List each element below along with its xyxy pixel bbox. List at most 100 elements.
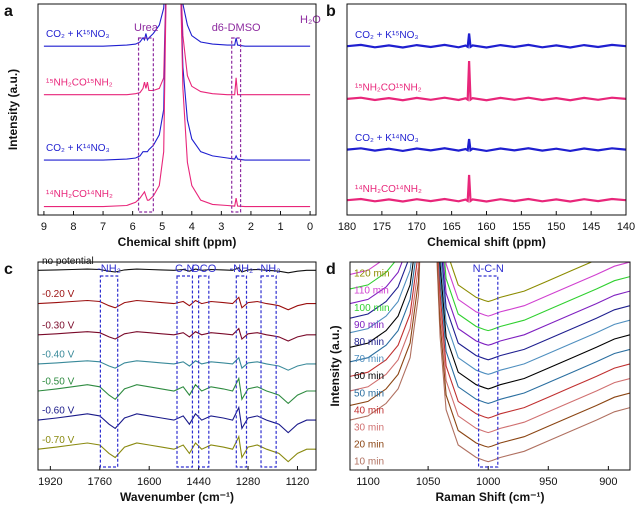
x-tick-label: 150 bbox=[547, 221, 565, 233]
trace-label: 60 min bbox=[354, 371, 384, 382]
x-tick-label: 1600 bbox=[137, 476, 161, 488]
trace-label: 90 min bbox=[354, 320, 384, 331]
trace-label: -0.50 V bbox=[42, 377, 75, 388]
trace bbox=[350, 262, 630, 419]
trace-label: ¹⁵NH₂CO¹⁵NH₂ bbox=[355, 83, 422, 94]
panel-label: a bbox=[4, 3, 13, 20]
x-tick-label: 145 bbox=[582, 221, 600, 233]
trace bbox=[350, 262, 630, 361]
trace bbox=[38, 327, 316, 342]
x-tick-label: 155 bbox=[512, 221, 530, 233]
trace bbox=[350, 262, 630, 317]
trace-label: ¹⁴NH₂CO¹⁴NH₂ bbox=[46, 189, 113, 200]
x-tick-label: 1000 bbox=[476, 476, 500, 488]
x-tick-label: 0 bbox=[307, 221, 313, 233]
trace bbox=[38, 267, 316, 274]
trace-label: 110 min bbox=[354, 286, 389, 297]
trace-label: -0.20 V bbox=[42, 289, 75, 300]
trace bbox=[350, 262, 630, 332]
highlight-box bbox=[235, 275, 248, 468]
trace-label: no potential bbox=[42, 256, 94, 267]
highlight-box bbox=[231, 37, 242, 213]
trace-label: CO₂ + K¹⁵NO₃ bbox=[355, 30, 419, 41]
trace bbox=[350, 262, 630, 434]
x-axis-title: Chemical shift (ppm) bbox=[118, 235, 237, 249]
x-tick-label: 1920 bbox=[38, 476, 62, 488]
highlight-label: d6-DMSO bbox=[212, 22, 261, 34]
trace-label: 120 min bbox=[354, 269, 390, 280]
trace bbox=[347, 174, 626, 203]
trace-label: ¹⁴NH₂CO¹⁴NH₂ bbox=[355, 184, 422, 195]
plot-frame bbox=[37, 261, 317, 471]
x-tick-label: 900 bbox=[599, 476, 617, 488]
x-tick-label: 165 bbox=[442, 221, 460, 233]
x-tick-label: 140 bbox=[617, 221, 635, 233]
x-tick-label: 7 bbox=[100, 221, 106, 233]
x-tick-label: 4 bbox=[189, 221, 195, 233]
trace bbox=[350, 262, 630, 346]
x-tick-label: 8 bbox=[70, 221, 76, 233]
panel-label: b bbox=[326, 3, 336, 20]
trace-label: -0.40 V bbox=[42, 350, 75, 361]
x-tick-label: 3 bbox=[218, 221, 224, 233]
x-tick-label: 170 bbox=[408, 221, 426, 233]
trace-label: CO₂ + K¹⁵NO₃ bbox=[46, 29, 110, 40]
x-tick-label: 9 bbox=[41, 221, 47, 233]
highlight-box bbox=[137, 37, 154, 213]
trace-label: 30 min bbox=[354, 422, 384, 433]
trace-label: 20 min bbox=[354, 440, 384, 451]
x-tick-label: 950 bbox=[539, 476, 557, 488]
highlight-box bbox=[260, 275, 277, 468]
highlight-label: -NH₂ bbox=[229, 263, 253, 275]
highlight-label: Urea bbox=[134, 22, 159, 34]
highlight-box bbox=[176, 275, 194, 468]
x-tick-label: 1440 bbox=[186, 476, 210, 488]
panel-label: d bbox=[326, 261, 336, 278]
x-tick-label: 175 bbox=[373, 221, 391, 233]
trace bbox=[350, 262, 630, 390]
plot-frame bbox=[349, 261, 631, 471]
trace bbox=[43, 4, 311, 161]
trace-label: 50 min bbox=[354, 388, 384, 399]
trace-label: 40 min bbox=[354, 405, 384, 416]
trace-label: 70 min bbox=[354, 354, 384, 365]
plot-frame bbox=[37, 3, 317, 216]
highlight-label: N-C-N bbox=[473, 263, 504, 275]
trace-label: -0.70 V bbox=[42, 435, 75, 446]
trace-label: 100 min bbox=[354, 303, 390, 314]
trace bbox=[347, 33, 626, 49]
x-tick-label: 1120 bbox=[286, 476, 310, 488]
highlight-box bbox=[477, 275, 499, 468]
x-tick-label: 2 bbox=[248, 221, 254, 233]
trace-label: 80 min bbox=[354, 337, 384, 348]
trace bbox=[350, 262, 630, 448]
trace-label: -0.30 V bbox=[42, 320, 75, 331]
plot-frame bbox=[346, 3, 627, 216]
trace bbox=[350, 262, 630, 404]
trace bbox=[449, 262, 593, 303]
x-tick-label: 1050 bbox=[416, 476, 440, 488]
x-tick-label: 5 bbox=[159, 221, 165, 233]
highlight-label: -NH₂ bbox=[257, 263, 281, 275]
trace bbox=[350, 262, 630, 375]
trace bbox=[350, 262, 630, 463]
trace-label: ¹⁵NH₂CO¹⁵NH₂ bbox=[46, 77, 113, 88]
trace-label: 10 min bbox=[354, 457, 384, 468]
x-tick-label: 1 bbox=[277, 221, 283, 233]
highlight-label: -NH₂ bbox=[97, 263, 121, 275]
x-tick-label: 1760 bbox=[88, 476, 112, 488]
highlight-label: OCO bbox=[191, 263, 217, 275]
annotation: H₂O bbox=[300, 14, 321, 26]
trace bbox=[43, 4, 311, 96]
highlight-box bbox=[198, 275, 210, 468]
x-tick-label: 180 bbox=[338, 221, 356, 233]
highlight-label: C-N bbox=[175, 263, 195, 275]
x-tick-label: 6 bbox=[130, 221, 136, 233]
x-axis-title: Wavenumber (cm⁻¹) bbox=[120, 490, 234, 504]
trace bbox=[347, 138, 626, 153]
highlight-box bbox=[99, 275, 119, 468]
panel-label: c bbox=[4, 261, 13, 278]
x-tick-label: 160 bbox=[477, 221, 495, 233]
y-axis-title: Intensity (a.u.) bbox=[328, 325, 342, 406]
